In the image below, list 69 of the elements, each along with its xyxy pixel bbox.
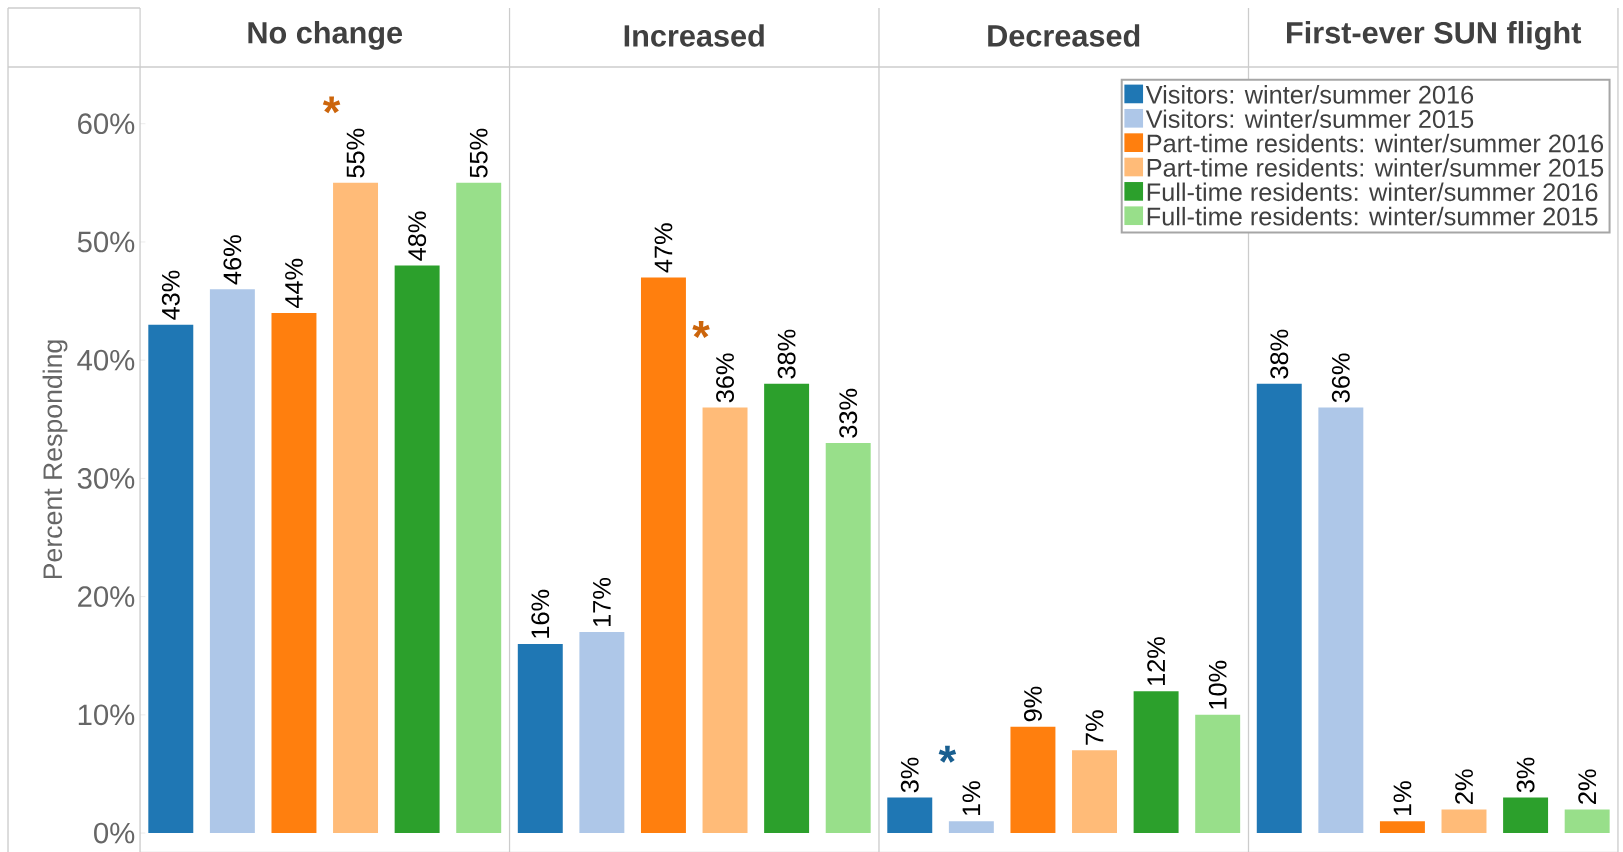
x-tick-label: First-ever SUN flight [1287, 21, 1582, 50]
data-label: 44% [285, 258, 303, 309]
legend-label: Full-time residents: winter/summer 2015 [1147, 206, 1598, 226]
x-tick-label: No change [248, 21, 403, 50]
data-label: 7% [1085, 710, 1104, 745]
y-axis-title: Percent Responding [42, 340, 68, 579]
data-label: 47% [654, 223, 673, 273]
data-label: 55% [469, 128, 488, 178]
data-label: 48% [408, 211, 427, 261]
bar [517, 643, 563, 834]
bar [1072, 750, 1117, 834]
bar [764, 383, 810, 834]
bar [271, 312, 317, 834]
data-label: 9% [1023, 686, 1042, 722]
data-label: 38% [1270, 329, 1289, 379]
data-label: 17% [593, 578, 611, 626]
bar [1564, 809, 1610, 834]
bar [456, 182, 502, 834]
bar [579, 632, 625, 834]
data-label: 1% [962, 781, 981, 816]
bar [640, 277, 686, 834]
bar [1441, 809, 1487, 834]
legend-label: Part-time residents: winter/summer 2016 [1147, 133, 1604, 153]
bar [1256, 383, 1302, 834]
bar [209, 289, 255, 834]
y-tick-label: 0% [94, 822, 135, 844]
annotation: * [322, 96, 341, 114]
data-label: 46% [223, 235, 242, 285]
bar [948, 821, 994, 834]
data-label: 10% [1208, 660, 1227, 709]
data-label: 36% [716, 353, 734, 403]
x-tick-label: Decreased [988, 24, 1140, 47]
bar [825, 442, 871, 834]
data-label: 55% [346, 128, 365, 178]
legend-label: Part-time residents: winter/summer 2015 [1147, 158, 1604, 177]
data-label: 36% [1331, 353, 1350, 403]
bar [1195, 714, 1241, 834]
y-tick-label: 40% [77, 349, 135, 371]
data-label: 3% [900, 757, 919, 793]
x-tick-label: Increased [624, 24, 764, 47]
data-label: 2% [1578, 769, 1597, 804]
bar [1503, 797, 1549, 834]
data-label: 3% [1516, 757, 1535, 793]
bar [702, 407, 748, 834]
bar [1379, 821, 1425, 834]
y-tick-label: 30% [77, 468, 135, 489]
legend-label: Visitors: winter/summer 2016 [1145, 85, 1474, 104]
y-tick-label: 60% [78, 113, 135, 135]
data-label: 43% [161, 270, 180, 320]
legend-label: Visitors: winter/summer 2015 [1145, 109, 1474, 129]
data-label: 38% [777, 329, 796, 379]
bar [1010, 726, 1056, 834]
data-label: 12% [1147, 637, 1166, 686]
bar [148, 324, 194, 834]
data-label: 33% [839, 388, 858, 438]
annotation: * [692, 321, 710, 338]
bar [887, 797, 933, 834]
data-label: 1% [1393, 781, 1412, 816]
bar [1133, 691, 1179, 834]
y-tick-label: 50% [77, 231, 135, 253]
y-tick-label: 20% [78, 586, 135, 608]
bar [394, 265, 440, 834]
data-label: 16% [531, 589, 550, 638]
bar [1318, 407, 1364, 834]
data-label: 2% [1455, 769, 1473, 804]
y-tick-label: 10% [78, 704, 135, 726]
legend-label: Full-time residents: winter/summer 2016 [1147, 182, 1598, 202]
annotation: * [938, 745, 957, 763]
bar [333, 182, 379, 834]
